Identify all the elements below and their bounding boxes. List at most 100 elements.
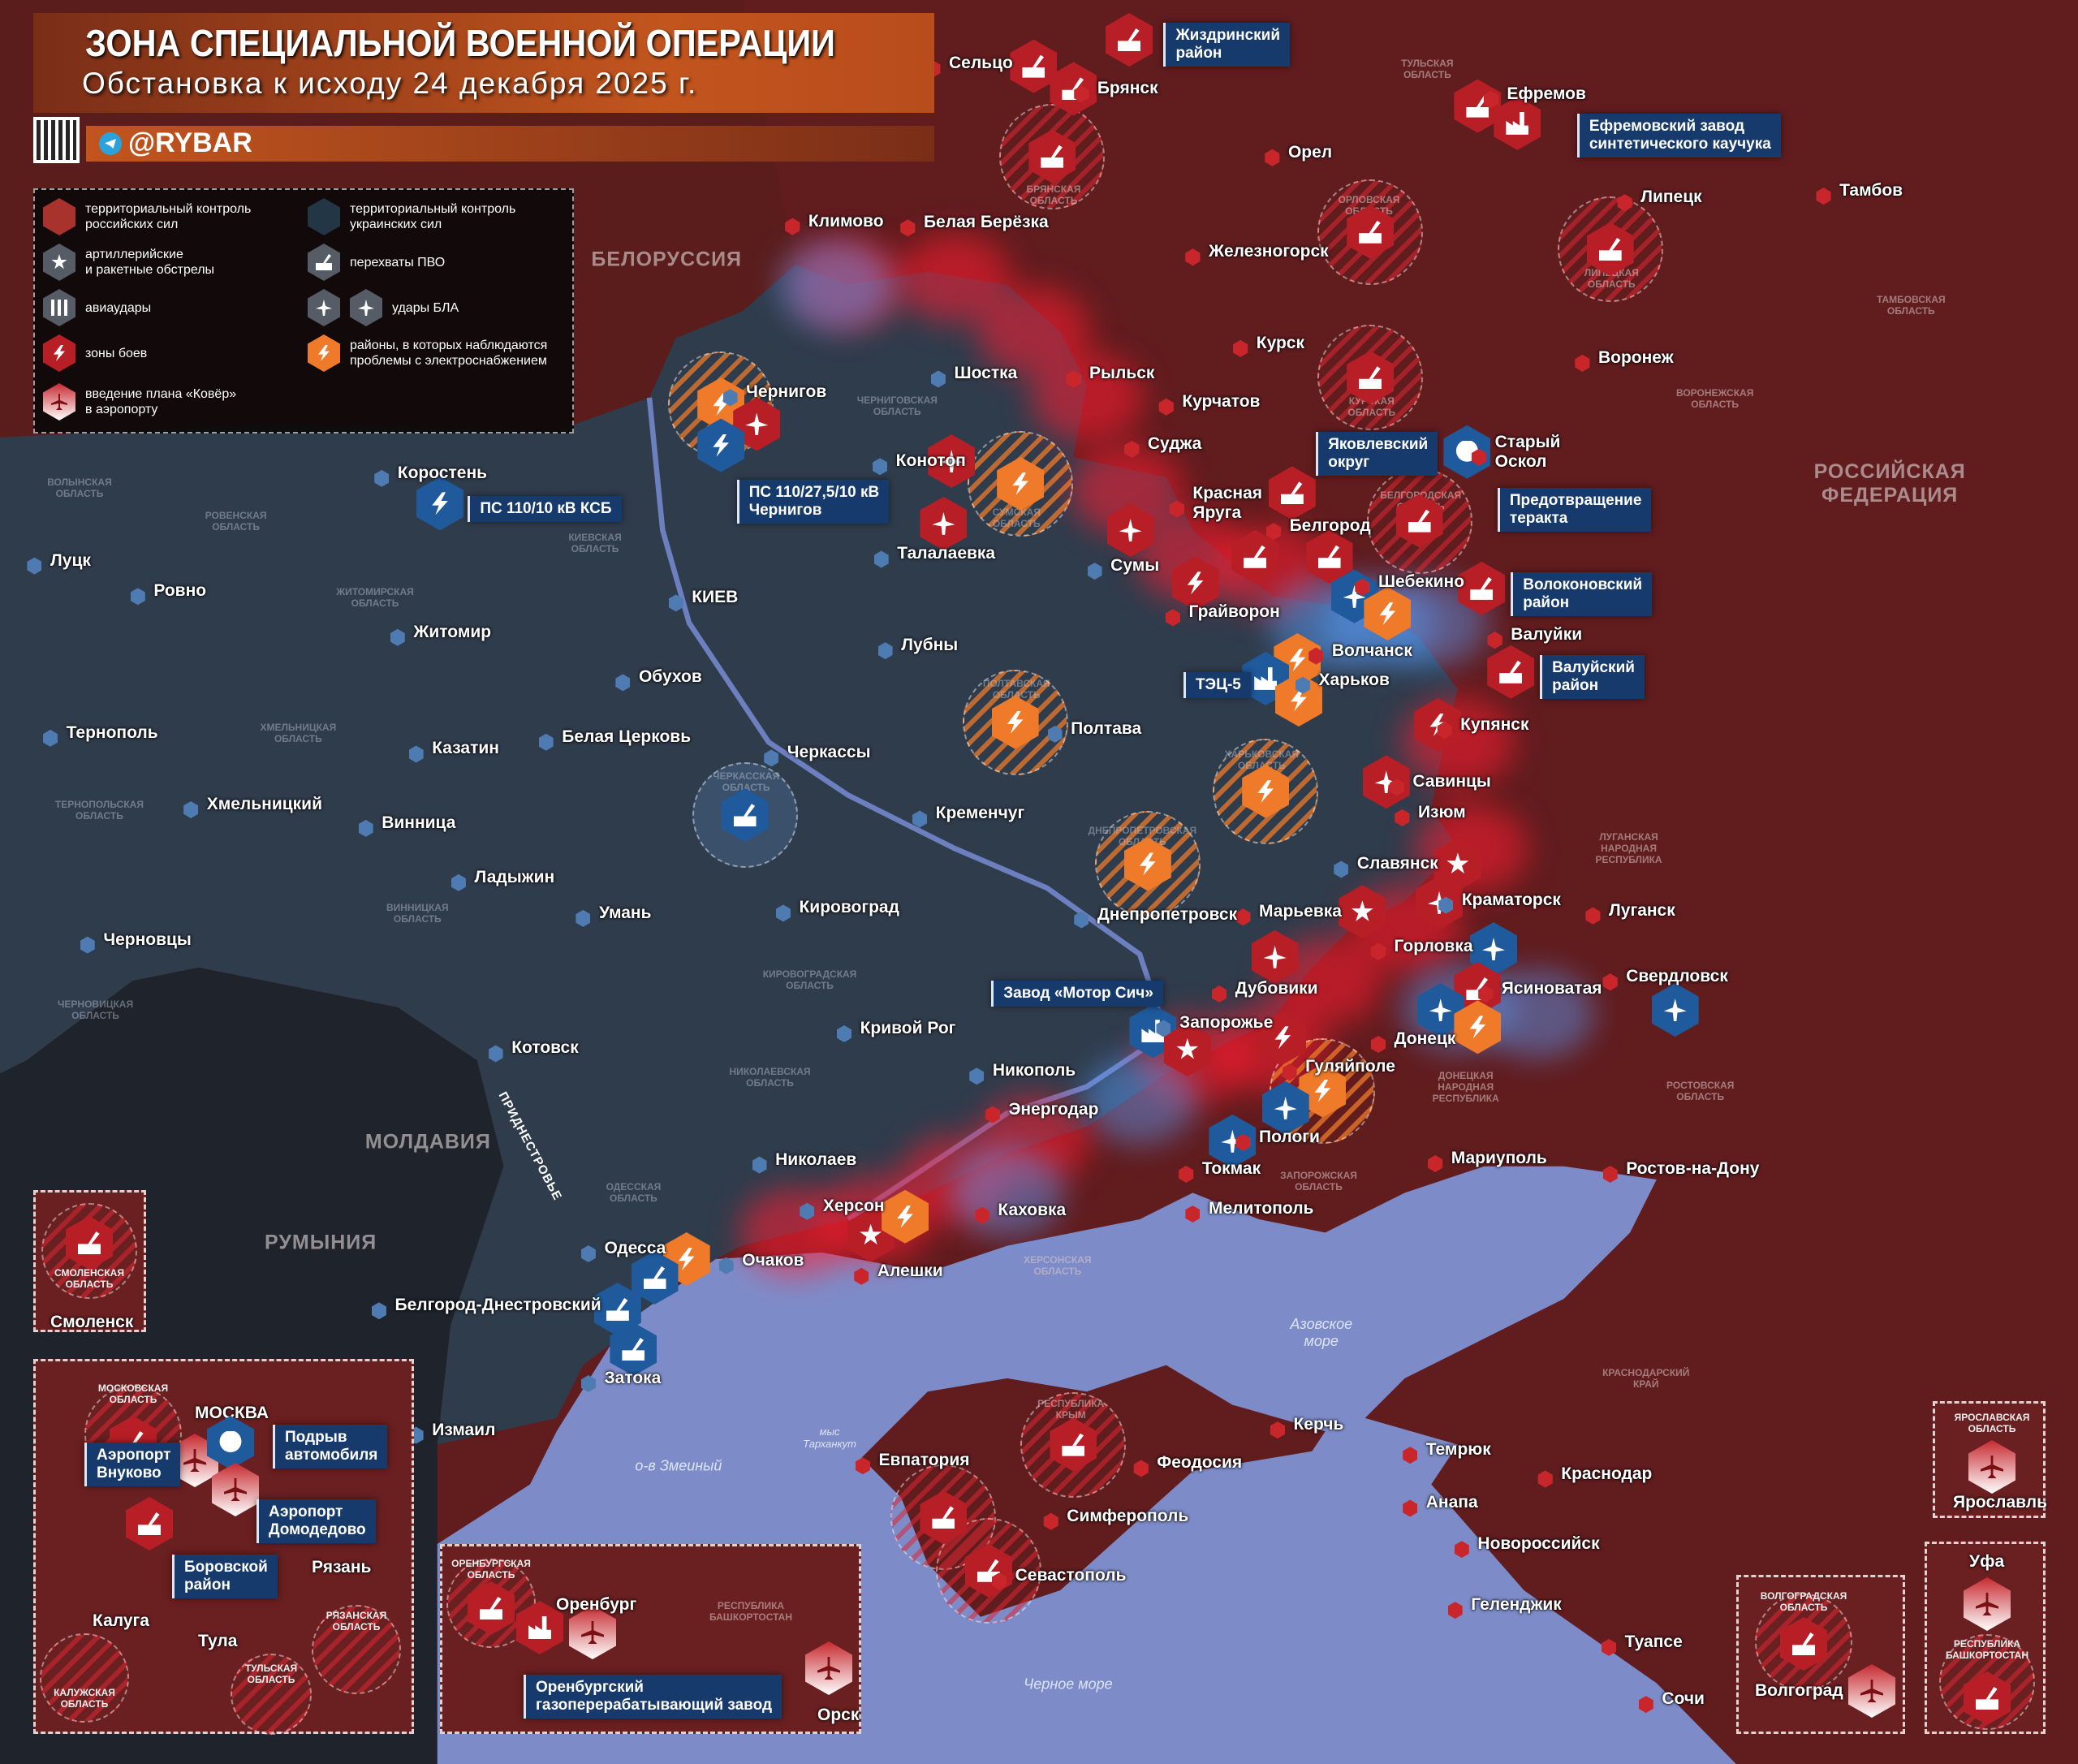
air-defense-icon (721, 788, 769, 843)
city-label: Орск (817, 1706, 860, 1724)
power-outage-icon (697, 418, 745, 472)
city-pin-icon (873, 550, 889, 568)
city-label: Конотоп (895, 451, 966, 471)
air-defense-icon-glyph (622, 1338, 645, 1361)
oblast-label: ОРЕНБУРГСКАЯ ОБЛАСТЬ (451, 1558, 531, 1581)
city-label: Белая Берёзка (923, 213, 1049, 232)
city-pin-icon (1487, 632, 1502, 649)
oblast-label: СУМСКАЯ ОБЛАСТЬ (992, 507, 1041, 530)
city-label: Мелитополь (1208, 1198, 1314, 1218)
city-label: Гуляйполе (1305, 1057, 1395, 1076)
city-label: Чернигов (746, 382, 827, 402)
city-label: Умань (598, 903, 652, 922)
oblast-label: КАЛУЖСКАЯ ОБЛАСТЬ (54, 1687, 115, 1710)
skull-icon-glyph (219, 1431, 242, 1453)
city-label: Белгород-Днестровский (394, 1296, 601, 1315)
city-label: Одесса (604, 1238, 666, 1257)
drone-icon-glyph (316, 300, 332, 316)
city-label: Очаков (742, 1250, 804, 1270)
telegram-icon (99, 132, 122, 155)
city-label: Сельцо (948, 54, 1013, 73)
city-pin-icon (1472, 448, 1487, 466)
city-label: Обухов (638, 667, 702, 687)
oblast-label: ХМЕЛЬНИЦКАЯ ОБЛАСТЬ (260, 721, 337, 744)
channel-handle[interactable]: @RYBAR (128, 127, 252, 158)
city-pin-icon (912, 810, 928, 828)
city-label: Воронеж (1597, 347, 1674, 367)
frontline-glow (950, 1148, 1064, 1238)
power-outage-icon-glyph (318, 345, 330, 361)
city-label: Краматорск (1461, 890, 1561, 909)
airstrike-icon-glyph (51, 300, 67, 316)
region-ring (999, 103, 1106, 209)
city-pin-icon (27, 557, 42, 575)
city-pin-icon (775, 904, 791, 922)
air-defense-icon-glyph (1470, 576, 1494, 600)
factory-icon-glyph (1254, 666, 1278, 690)
city-pin-icon (1478, 985, 1494, 1003)
city-pin-icon (1158, 398, 1174, 416)
city-label: Кировоград (799, 898, 899, 917)
legend-label: зоны боев (85, 346, 148, 360)
oblast-label: ХАРЬКОВСКАЯ ОБЛАСТЬ (1224, 748, 1300, 771)
city-pin-icon (1043, 1512, 1058, 1530)
city-pin-icon (985, 1106, 1000, 1124)
callout: Предотвращение теракта (1497, 487, 1652, 532)
city-label: Сумы (1110, 556, 1160, 576)
air-defense-icon-glyph (1408, 509, 1431, 533)
air-defense-icon (468, 1581, 515, 1635)
city-pin-icon (1087, 563, 1102, 580)
city-label: Алешки (877, 1261, 943, 1280)
power-outage-icon-glyph (1314, 1079, 1331, 1102)
callout: Оренбургский газоперерабатывающий завод (524, 1675, 782, 1719)
city-label: Старый Оскол (1494, 432, 1561, 471)
callout: Аэропорт Внуково (84, 1443, 181, 1486)
city-label: Волчанск (1331, 640, 1412, 660)
sea-label: мыс Тарханкут (803, 1425, 856, 1451)
city-pin-icon (538, 733, 554, 751)
city-pin-icon (722, 389, 738, 407)
airport-kover-icon (805, 1641, 852, 1695)
power-outage-icon (308, 334, 340, 372)
city-pin-icon (1585, 907, 1601, 925)
air-defense-icon-glyph (1244, 545, 1267, 568)
qr-code[interactable] (33, 117, 80, 163)
city-pin-icon (837, 1024, 851, 1042)
air-defense-icon-glyph (1976, 1687, 1998, 1710)
city-pin-icon (390, 628, 405, 646)
callout: Яковлевский округ (1316, 432, 1438, 477)
callout: Жиздринский район (1163, 22, 1291, 67)
city-pin-icon (930, 370, 946, 388)
airport-kover-icon-glyph (581, 1621, 604, 1644)
city-pin-icon (1165, 609, 1180, 627)
city-pin-icon (374, 469, 390, 487)
inset-yaroslavl: ЯРОСЛАВСКАЯ ОБЛАСТЬ Ярославль (1933, 1401, 2047, 1518)
oblast-label: КИЕВСКАЯ ОБЛАСТЬ (568, 532, 622, 555)
region-label: РЕСПУБЛИКА БАШКОРТОСТАН (709, 1600, 793, 1623)
legend-item: удары БЛА (308, 289, 459, 326)
city-label: Кривой Рог (860, 1018, 956, 1037)
country-label: БЕЛОРУССИЯ (591, 248, 743, 271)
city-pin-icon (1575, 354, 1590, 372)
power-outage-icon (416, 477, 464, 531)
airport-kover-icon (43, 383, 75, 421)
city-label: Оренбург (556, 1595, 637, 1614)
inset-moscow: МОСКОВСКАЯ ОБЛАСТЬ МОСКВА Аэропорт Внуко… (33, 1359, 414, 1735)
city-pin-icon (1185, 248, 1201, 266)
city-pin-icon (80, 936, 95, 954)
factory-icon (516, 1601, 563, 1654)
city-label: Лубны (901, 636, 959, 655)
lightning-icon-glyph (1274, 1026, 1291, 1050)
air-defense-icon-glyph (1118, 28, 1141, 51)
city-pin-icon (718, 1257, 734, 1274)
city-label: Кременчуг (935, 804, 1025, 823)
city-label: Ладыжин (474, 867, 555, 886)
air-defense-icon-glyph (643, 1266, 666, 1289)
power-outage-icon-glyph (1007, 710, 1024, 734)
city-pin-icon (974, 1206, 989, 1224)
lightning-icon-glyph (54, 345, 65, 361)
oblast-label: ПОЛТАВСКАЯ ОБЛАСТЬ (982, 677, 1050, 701)
city-label: Орел (1287, 142, 1333, 162)
city-label: Каховка (998, 1200, 1067, 1219)
city-label: Керчь (1293, 1415, 1344, 1434)
